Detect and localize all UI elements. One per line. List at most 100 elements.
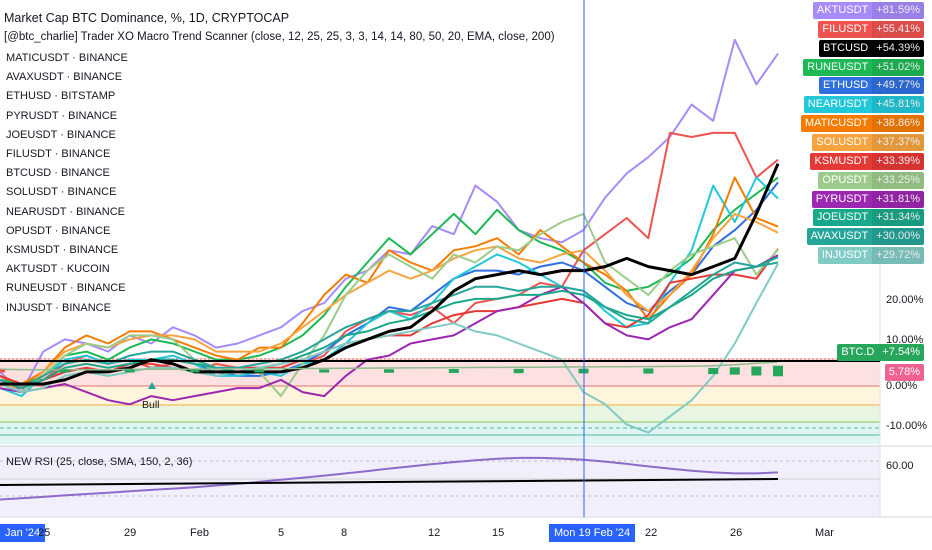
- series-badge-pct: +51.02%: [872, 58, 924, 76]
- btcd-bar: [773, 365, 783, 377]
- symbol-item[interactable]: RUNEUSDT · BINANCE: [6, 282, 126, 295]
- btcd-bar: [643, 368, 654, 374]
- bull-marker: [148, 382, 156, 389]
- series-badge[interactable]: RUNEUSDT +51.02%: [803, 58, 924, 76]
- series-badge[interactable]: NEARUSDT +45.81%: [803, 96, 924, 114]
- series-badge[interactable]: MATICUSDT +38.86%: [800, 115, 924, 133]
- series-badge-pct: +31.81%: [872, 190, 924, 208]
- series-line: [0, 212, 779, 394]
- series-badge[interactable]: AVAXUSDT +30.00%: [806, 228, 924, 246]
- series-layer: [0, 38, 780, 434]
- series-line-btcusd: [0, 163, 780, 386]
- btcd-line: [0, 361, 779, 371]
- btcd-bar: [59, 369, 70, 373]
- series-badge-pct: +33.25%: [872, 171, 924, 189]
- series-badge[interactable]: BTCUSD +54.39%: [819, 39, 924, 57]
- symbol-item[interactable]: KSMUSDT · BINANCE: [6, 244, 119, 256]
- symbol-item[interactable]: FILUSDT · BINANCE: [6, 148, 111, 160]
- series-badge-name: NEARUSDT: [803, 96, 873, 114]
- series-badge[interactable]: AKTUSDT +81.59%: [812, 2, 924, 19]
- btcd-bar: [319, 369, 330, 373]
- series-badge-name: KSMUSDT: [810, 152, 873, 170]
- series-line: [0, 131, 779, 390]
- btcd-bar: [729, 367, 740, 375]
- symbol-item[interactable]: MATICUSDT · BINANCE: [6, 52, 128, 64]
- x-tick: Mon 19 Feb '24: [549, 524, 636, 542]
- series-badge-pct: +54.39%: [872, 39, 924, 57]
- symbol-item[interactable]: AKTUSDT · KUCOIN: [6, 263, 110, 276]
- btcd-bar: [708, 367, 719, 375]
- x-tick: 26: [730, 527, 743, 539]
- symbol-item[interactable]: BTCUSD · BINANCE: [6, 167, 110, 180]
- series-badge-pct: +37.37%: [872, 133, 924, 151]
- series-badge-name: BTCUSD: [819, 39, 873, 57]
- series-badge-pct: +38.86%: [872, 115, 924, 133]
- symbol-item[interactable]: JOEUSDT · BINANCE: [6, 128, 116, 141]
- series-badge-name: AKTUSDT: [812, 2, 873, 19]
- symbol-item[interactable]: AVAXUSDT · BINANCE: [6, 71, 123, 84]
- series-badge-name: FILUSDT: [818, 20, 873, 38]
- btcd-bar: [384, 369, 394, 373]
- series-badge-name: ETHUSD: [819, 77, 873, 95]
- series-badge-pct: +29.72%: [872, 247, 924, 265]
- series-line: [0, 212, 779, 398]
- btcd-bar: [124, 369, 135, 373]
- series-badge-pct: +31.34%: [872, 209, 924, 227]
- btcd-badge-pct: +7.54%: [878, 344, 924, 361]
- rsi-layer: [0, 456, 779, 501]
- y-tick-20: 20.00%: [886, 294, 924, 306]
- rsi-title[interactable]: NEW RSI (25, close, SMA, 150, 2, 36): [6, 456, 193, 468]
- series-badge-name: SOLUSDT: [812, 133, 873, 151]
- series-line: [0, 176, 779, 385]
- series-badge[interactable]: KSMUSDT +33.39%: [810, 152, 924, 170]
- strong-bullish-zone: [0, 422, 880, 444]
- series-badge[interactable]: FILUSDT +55.41%: [818, 20, 924, 38]
- indicator-title[interactable]: [@btc_charlie] Trader XO Macro Trend Sca…: [4, 31, 555, 43]
- symbol-item[interactable]: SOLUSDT · BINANCE: [6, 186, 117, 199]
- series-badge[interactable]: INJUSDT +29.72%: [817, 247, 924, 265]
- chart-title[interactable]: Market Cap BTC Dominance, %, 1D, CRYPTOC…: [4, 11, 290, 25]
- btcd-bar: [751, 366, 762, 376]
- neutral-zone: [0, 386, 880, 405]
- x-tick: 15: [492, 527, 505, 539]
- series-badge[interactable]: SOLUSDT +37.37%: [812, 133, 924, 151]
- btcd-bar: [0, 369, 5, 373]
- x-tick: 12: [428, 527, 441, 539]
- series-badge-pct: +49.77%: [872, 77, 924, 95]
- series-badge[interactable]: OPUSDT +33.25%: [818, 171, 924, 189]
- x-tick: 25: [38, 527, 51, 539]
- btc-dominance-layer: [0, 360, 880, 377]
- series-badge-name: AVAXUSDT: [806, 228, 873, 246]
- x-tick: 5: [278, 527, 285, 539]
- btcd-value: 5.78%: [884, 364, 924, 381]
- symbol-item[interactable]: PYRUSDT · BINANCE: [6, 109, 118, 122]
- bull-label: Bull: [142, 399, 160, 411]
- symbol-item[interactable]: ETHUSD · BITSTAMP: [6, 90, 116, 103]
- x-tick: Feb: [190, 527, 209, 539]
- rsi-signal-line: [0, 478, 779, 486]
- series-badge[interactable]: ETHUSD +49.77%: [819, 77, 924, 95]
- series-badge-pct: +45.81%: [872, 96, 924, 114]
- series-badge[interactable]: JOEUSDT +31.34%: [812, 209, 924, 227]
- rsi-line: [0, 456, 779, 501]
- symbol-item[interactable]: NEARUSDT · BINANCE: [6, 205, 125, 218]
- rsi-axis-tick: 60.00: [886, 460, 914, 472]
- y-tick-10: 10.00%: [886, 334, 924, 346]
- btcd-bar: [448, 369, 459, 373]
- y-tick-neg10: -10.00%: [886, 420, 927, 432]
- btcd-badge[interactable]: BTC.D +7.54%: [837, 344, 924, 361]
- symbol-item[interactable]: INJUSDT · BINANCE: [6, 301, 111, 314]
- series-badge-pct: +55.41%: [872, 20, 924, 38]
- x-tick: 29: [124, 527, 137, 539]
- symbol-item[interactable]: OPUSDT · BINANCE: [6, 224, 111, 237]
- x-tick: Jan '24: [0, 524, 46, 542]
- series-badge[interactable]: PYRUSDT +31.81%: [811, 190, 924, 208]
- series-badge-name: MATICUSDT: [800, 115, 873, 133]
- x-tick: 22: [645, 527, 658, 539]
- btcd-value-badge[interactable]: 5.78%: [884, 364, 924, 381]
- bullish-zone: [0, 405, 880, 422]
- series-badge-pct: +81.59%: [872, 2, 924, 19]
- btcd-badge-name: BTC.D: [837, 344, 879, 361]
- series-badge-pct: +33.39%: [872, 152, 924, 170]
